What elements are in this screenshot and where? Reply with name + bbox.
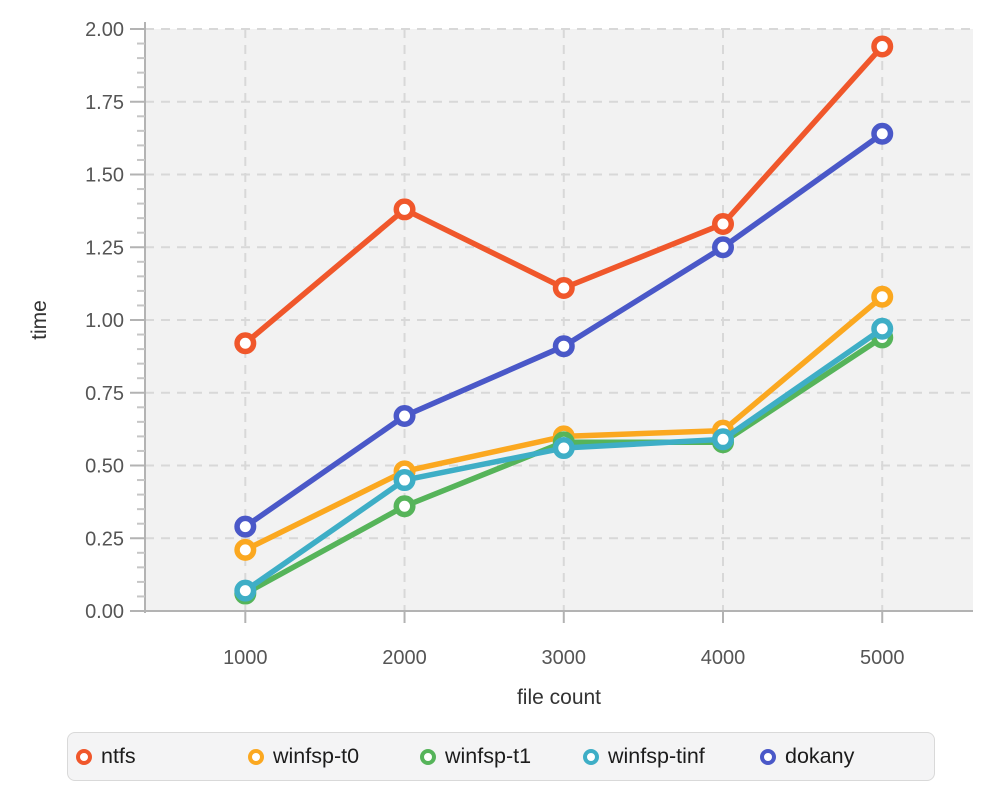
y-tick-label: 1.50 <box>85 165 124 187</box>
data-point-winfsp-tinf-3000 <box>552 437 575 460</box>
data-point-winfsp-t0-1000 <box>234 538 257 561</box>
data-point-ntfs-5000 <box>871 35 894 58</box>
legend-item-winfsp-t1: winfsp-t1 <box>420 733 531 780</box>
data-point-dokany-1000 <box>234 515 257 538</box>
legend-label: dokany <box>785 744 855 768</box>
legend-label: winfsp-tinf <box>608 744 705 768</box>
x-tick-label: 4000 <box>701 647 746 669</box>
legend-label: winfsp-t1 <box>445 744 532 768</box>
legend-marker-icon <box>760 748 776 765</box>
data-point-dokany-2000 <box>393 405 416 428</box>
data-point-winfsp-t1-2000 <box>393 495 416 518</box>
y-tick-label: 1.25 <box>85 237 124 259</box>
y-tick-label: 1.75 <box>85 92 124 114</box>
x-tick-label: 3000 <box>542 647 587 669</box>
data-point-ntfs-1000 <box>234 332 257 355</box>
data-point-ntfs-3000 <box>552 276 575 299</box>
legend-item-ntfs: ntfs <box>76 733 136 780</box>
legend-marker-icon <box>76 748 92 765</box>
legend-label: ntfs <box>101 744 136 768</box>
data-series <box>234 35 894 605</box>
series-winfsp-tinf <box>234 317 894 602</box>
data-point-ntfs-4000 <box>712 212 735 235</box>
legend-marker-icon <box>248 748 264 765</box>
data-point-winfsp-tinf-2000 <box>393 469 416 492</box>
series-ntfs <box>234 35 894 355</box>
series-dokany <box>234 122 894 538</box>
y-tick-label: 0.00 <box>85 601 124 623</box>
data-point-winfsp-tinf-4000 <box>712 428 735 451</box>
line-chart: 0.00 0.25 0.50 0.75 1.00 1.25 1.50 1.75 2.00 1000… <box>28 19 973 709</box>
y-axis-title: time <box>28 300 51 340</box>
legend-label: winfsp-t0 <box>273 744 360 768</box>
x-tick-label: 2000 <box>382 647 427 669</box>
legend-item-winfsp-tinf: winfsp-tinf <box>583 733 705 780</box>
data-point-dokany-3000 <box>552 335 575 358</box>
data-point-ntfs-2000 <box>393 198 416 221</box>
legend-item-winfsp-t0: winfsp-t0 <box>248 733 359 780</box>
y-tick-label: 1.00 <box>85 310 124 332</box>
legend-marker-icon <box>583 748 599 765</box>
data-point-winfsp-t0-5000 <box>871 285 894 308</box>
y-tick-label: 0.25 <box>85 528 124 550</box>
x-tick-label: 1000 <box>223 647 268 669</box>
data-point-winfsp-tinf-1000 <box>234 579 257 602</box>
x-axis-title: file count <box>517 686 601 709</box>
legend-item-dokany: dokany <box>760 733 854 780</box>
data-point-dokany-4000 <box>712 236 735 259</box>
data-point-dokany-5000 <box>871 122 894 145</box>
y-tick-label: 2.00 <box>85 19 124 41</box>
legend-marker-icon <box>420 748 436 765</box>
legend: ntfs winfsp-t0 winfsp-t1 winfsp-tinf dokany <box>67 732 935 781</box>
x-tick-label: 5000 <box>860 647 905 669</box>
axes: 0.00 0.25 0.50 0.75 1.00 1.25 1.50 1.75 2.00 1000… <box>85 19 973 669</box>
y-tick-label: 0.50 <box>85 456 124 478</box>
y-tick-label: 0.75 <box>85 383 124 405</box>
data-point-winfsp-tinf-5000 <box>871 317 894 340</box>
